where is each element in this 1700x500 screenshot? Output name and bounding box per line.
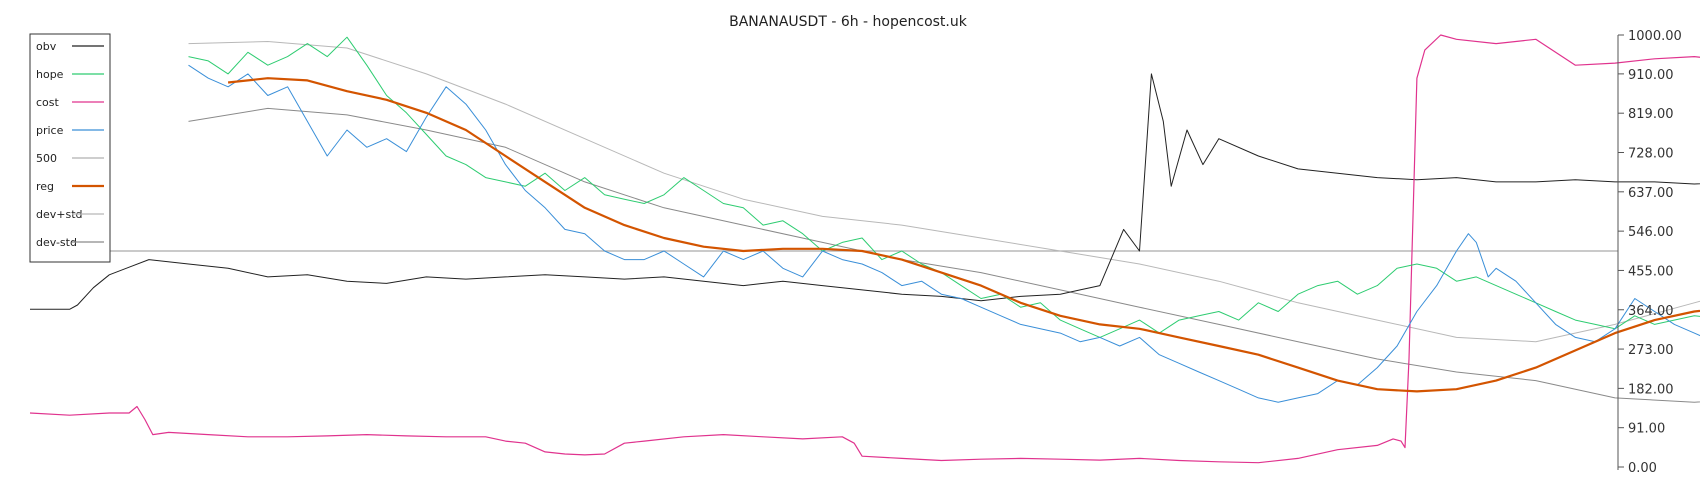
legend-label-500: 500: [36, 152, 57, 165]
legend-label-reg: reg: [36, 180, 54, 193]
y-tick-label: 91.00: [1628, 422, 1665, 437]
y-tick-label: 0.00: [1628, 461, 1657, 476]
y-tick-label: 182.00: [1628, 382, 1674, 397]
legend: obv hope cost price 500 reg dev+std dev-std: [29, 33, 111, 263]
y-tick-label: 728.00: [1628, 147, 1674, 162]
series-line-cost: [29, 34, 1700, 464]
legend-label-obv: obv: [36, 40, 57, 53]
legend-label-dev-std: dev-std: [36, 236, 77, 249]
y-tick-label: 910.00: [1628, 68, 1674, 83]
y-tick-label: 273.00: [1628, 343, 1674, 358]
y-tick-label: 1000.00: [1628, 29, 1682, 44]
legend-label-hope: hope: [36, 68, 64, 81]
legend-label-dev-std: dev+std: [36, 208, 83, 221]
y-tick-label: 364.00: [1628, 304, 1674, 319]
series-line-dev-std: [188, 107, 1700, 403]
series-line-price: [188, 64, 1700, 403]
legend-label-cost: cost: [36, 96, 60, 109]
y-tick-label: 455.00: [1628, 264, 1674, 279]
series-line-hope: [188, 36, 1700, 338]
legend-label-price: price: [36, 124, 64, 137]
chart-title: BANANAUSDT - 6h - hopencost.uk: [729, 14, 968, 30]
series-line-reg: [227, 77, 1700, 393]
y-tick-label: 819.00: [1628, 107, 1674, 122]
series-line-obv: [30, 73, 1700, 310]
series-layer: [29, 34, 1700, 464]
legend-box: [29, 33, 111, 263]
y-tick-label: 546.00: [1628, 225, 1674, 240]
y-tick-label: 637.00: [1628, 186, 1674, 201]
y-axis: 1000.00 910.00 819.00 728.00 637.00 546.00 455…: [1617, 29, 1682, 476]
